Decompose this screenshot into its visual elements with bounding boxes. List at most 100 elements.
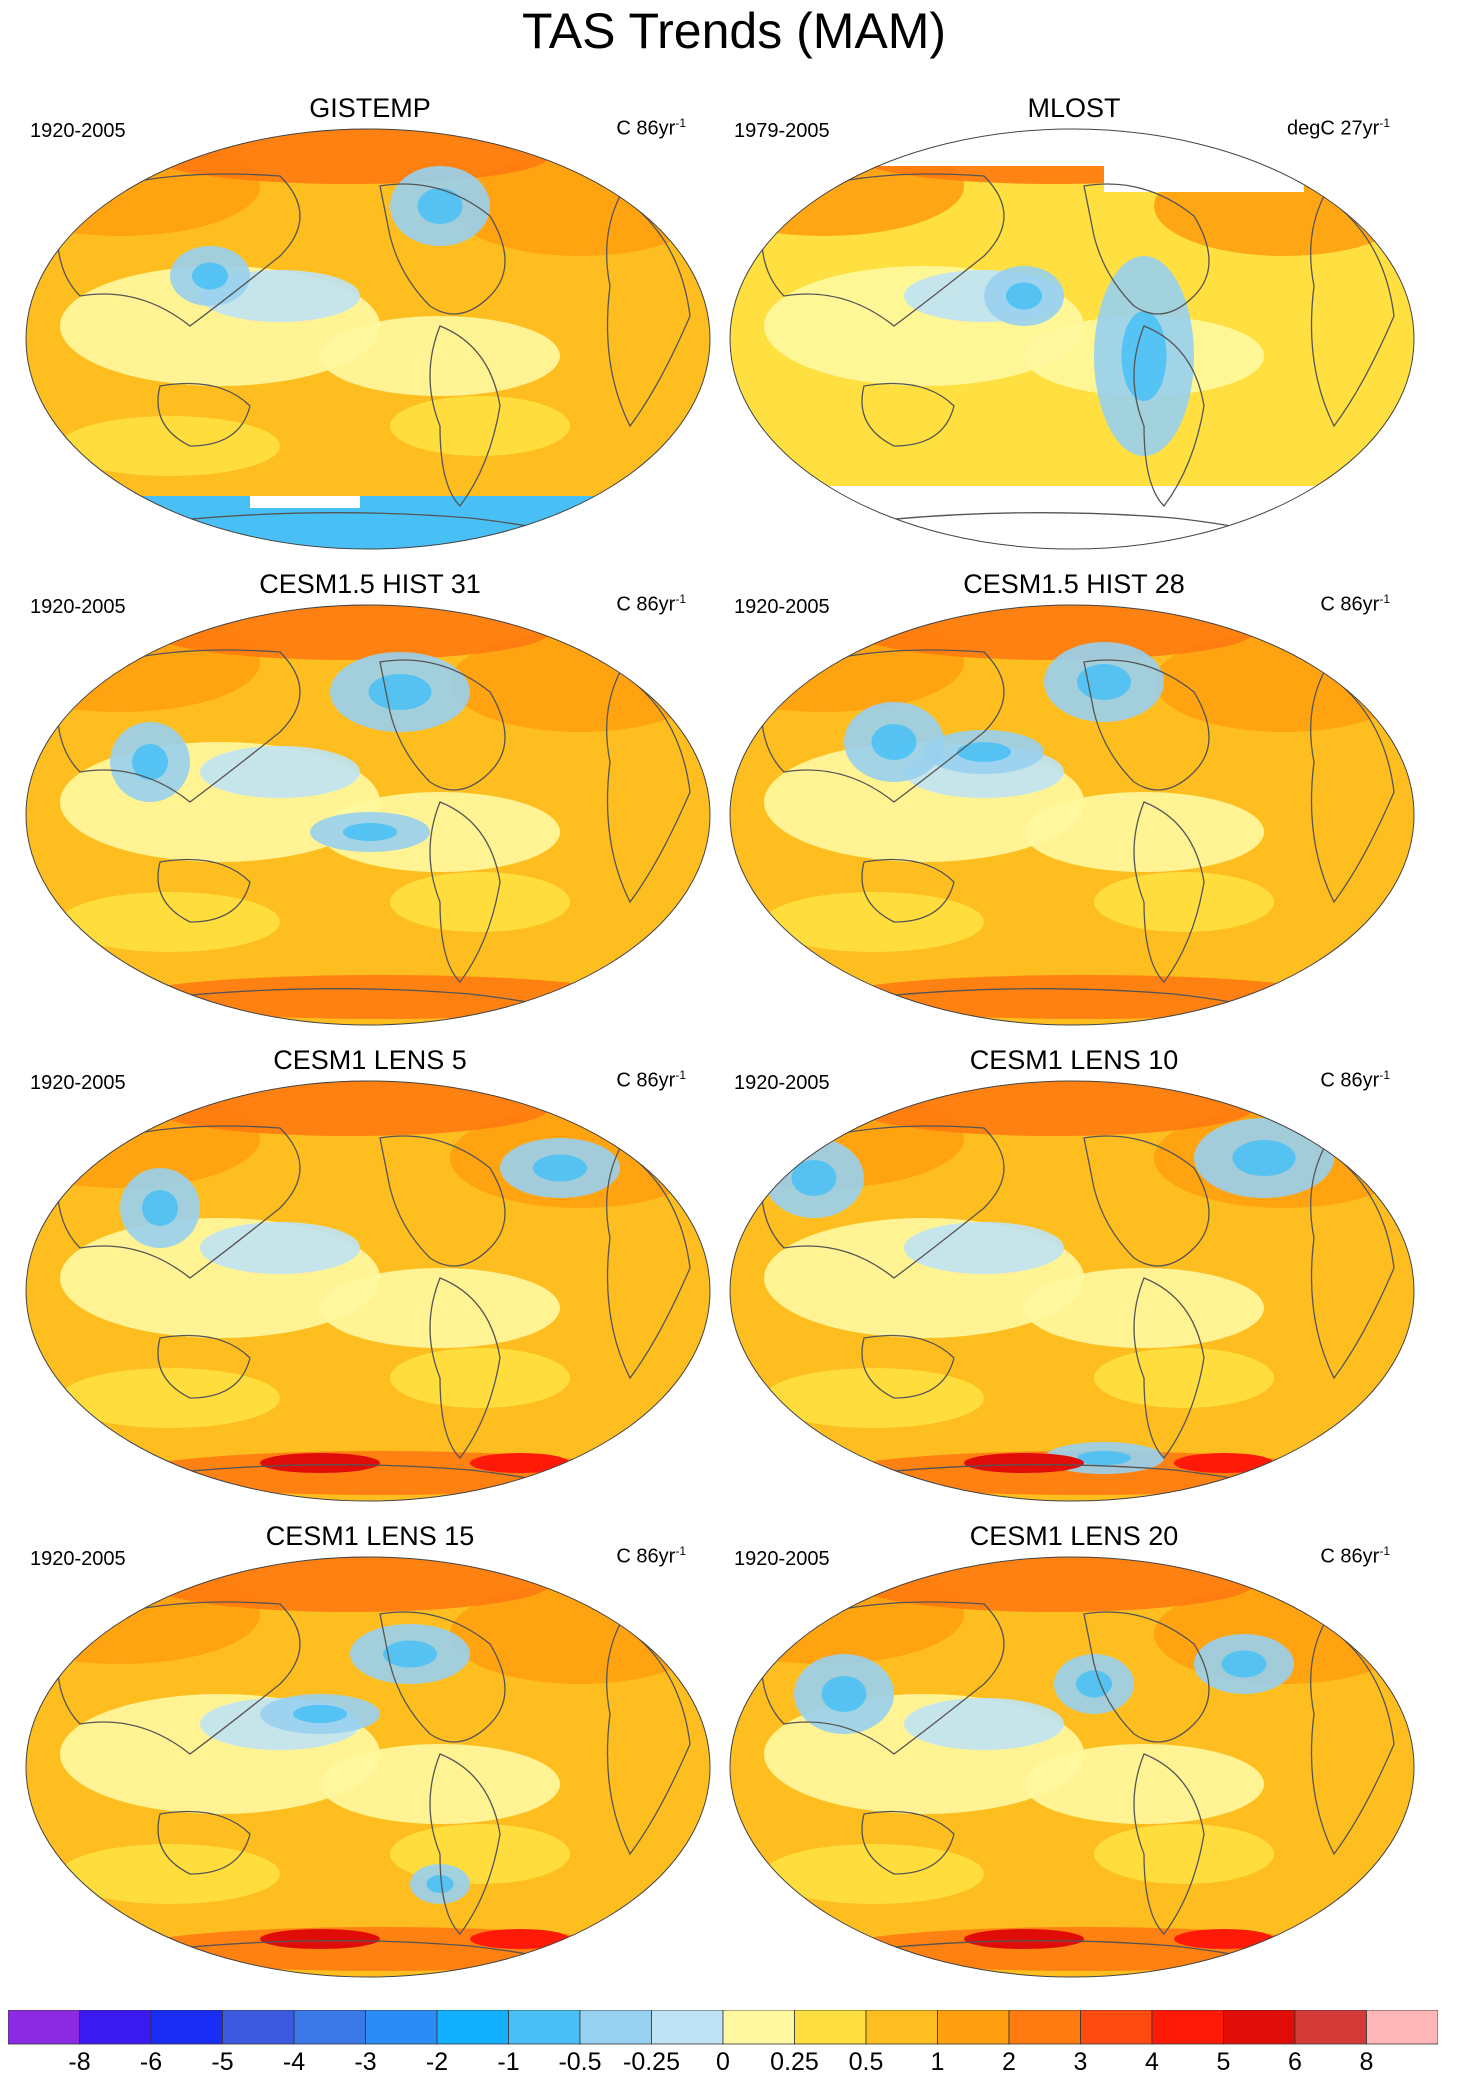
panel-period: 1920-2005 — [30, 596, 126, 618]
colorbar-swatch — [937, 2010, 1010, 2045]
panel-title: CESM1 LENS 10 — [969, 1045, 1179, 1075]
colorbar-tick-label: 0 — [716, 2048, 730, 2076]
panel-units: degC 27yr-1 — [1287, 116, 1390, 141]
colorbar-swatch — [8, 2010, 80, 2045]
panel-units: C 86yr-1 — [616, 592, 686, 617]
map-panel: CESM1 LENS 20 1920-2005 C 86yr-1 — [724, 1520, 1424, 1980]
trend-field — [730, 1081, 1414, 1501]
panel-title: CESM1.5 HIST 31 — [259, 569, 481, 599]
coastlines — [760, 173, 1395, 539]
trend-field — [26, 1557, 710, 1977]
colorbar-swatch — [1151, 2010, 1224, 2045]
world-map — [729, 604, 1415, 1026]
colorbar-swatch — [365, 2010, 438, 2045]
units-text: C 86yr — [1320, 1069, 1380, 1092]
panel-period: 1920-2005 — [30, 120, 126, 142]
world-map — [25, 1080, 711, 1502]
colorbar-swatch — [508, 2010, 581, 2045]
map-panel: MLOST 1979-2005 degC 27yr-1 — [724, 92, 1424, 552]
panel-title: CESM1 LENS 5 — [273, 1045, 467, 1075]
trend-field — [26, 129, 710, 549]
units-exponent: -1 — [675, 1544, 686, 1558]
world-map — [25, 1556, 711, 1978]
units-exponent: -1 — [1379, 592, 1390, 606]
colorbar-tick-label: -8 — [68, 2048, 91, 2076]
units-exponent: -1 — [675, 1068, 686, 1082]
colorbar-tick-label: -0.5 — [558, 2048, 602, 2076]
panel-units: C 86yr-1 — [616, 1544, 686, 1569]
colorbar-swatch — [1294, 2010, 1367, 2045]
colorbar-tick-label: -5 — [211, 2048, 234, 2076]
map-panel: CESM1.5 HIST 28 1920-2005 C 86yr-1 — [724, 568, 1424, 1028]
trend-field — [730, 605, 1414, 1025]
panel-units: C 86yr-1 — [616, 1068, 686, 1093]
map-panel: GISTEMP 1920-2005 C 86yr-1 — [20, 92, 720, 552]
colorbar-swatch — [79, 2010, 152, 2045]
trend-field — [26, 1081, 710, 1501]
world-map — [729, 1080, 1415, 1502]
coastlines — [56, 173, 691, 539]
colorbar-tick-label: -6 — [139, 2048, 163, 2076]
colorbar-swatch — [293, 2010, 366, 2045]
world-map — [729, 128, 1415, 550]
trend-field — [26, 605, 710, 1025]
colorbar-tick-label: 3 — [1073, 2048, 1088, 2076]
trend-field — [730, 129, 1414, 549]
panel-title: CESM1 LENS 20 — [969, 1521, 1179, 1551]
units-text: C 86yr — [616, 1069, 676, 1092]
panel-period: 1920-2005 — [30, 1072, 126, 1094]
world-map — [25, 604, 711, 1026]
world-map — [25, 128, 711, 550]
colorbar-swatch — [150, 2010, 223, 2045]
colorbar-tick-label: 4 — [1145, 2048, 1159, 2076]
panel-title: GISTEMP — [309, 93, 431, 123]
colorbar-swatch — [1080, 2010, 1153, 2045]
colorbar-tick-label: 6 — [1288, 2048, 1302, 2076]
colorbar-swatch — [1008, 2010, 1081, 2045]
colorbar-swatch — [722, 2010, 795, 2045]
map-panel: CESM1 LENS 15 1920-2005 C 86yr-1 — [20, 1520, 720, 1980]
colorbar-swatch — [1223, 2010, 1296, 2045]
units-text: C 86yr — [1320, 1545, 1380, 1568]
panel-units: C 86yr-1 — [1320, 592, 1390, 617]
units-text: degC 27yr — [1287, 117, 1380, 140]
world-map — [729, 1556, 1415, 1978]
coastlines — [760, 1601, 1395, 1967]
panel-period: 1920-2005 — [734, 1072, 830, 1094]
panel-units: C 86yr-1 — [1320, 1544, 1390, 1569]
colorbar-swatch — [436, 2010, 509, 2045]
panel-title: MLOST — [1027, 93, 1121, 123]
map-panel: CESM1 LENS 5 1920-2005 C 86yr-1 — [20, 1044, 720, 1504]
colorbar-tick-label: 5 — [1216, 2048, 1231, 2076]
units-exponent: -1 — [1379, 116, 1390, 130]
units-exponent: -1 — [1379, 1544, 1390, 1558]
colorbar-tick-label: -2 — [425, 2048, 449, 2076]
colorbar-tick-label: -4 — [282, 2048, 306, 2076]
colorbar-swatch — [651, 2010, 724, 2045]
colorbar-tick-label: 8 — [1359, 2048, 1374, 2076]
units-exponent: -1 — [1379, 1068, 1390, 1082]
colorbar-swatch — [865, 2010, 938, 2045]
panel-period: 1920-2005 — [734, 596, 830, 618]
map-panel: CESM1.5 HIST 31 1920-2005 C 86yr-1 — [20, 568, 720, 1028]
colorbar-labels: -8 -6 -5 -4 -3 -2 -1 -0.5 -0.25 0 0.25 0.5 1 2 3 4 5 6 8 — [0, 2048, 1468, 2078]
colorbar-tick-label: 1 — [930, 2048, 945, 2076]
units-text: C 86yr — [616, 593, 676, 616]
trend-field — [730, 1557, 1414, 1977]
units-text: C 86yr — [616, 117, 676, 140]
panel-period: 1920-2005 — [30, 1548, 126, 1570]
panel-title: CESM1 LENS 15 — [265, 1521, 475, 1551]
panel-units: C 86yr-1 — [1320, 1068, 1390, 1093]
panel-units: C 86yr-1 — [616, 116, 686, 141]
colorbar-swatch — [222, 2010, 295, 2045]
panel-period: 1920-2005 — [734, 1548, 830, 1570]
colorbar-tick-label: 0.5 — [848, 2048, 884, 2076]
panel-period: 1979-2005 — [734, 120, 830, 142]
map-panel: CESM1 LENS 10 1920-2005 C 86yr-1 — [724, 1044, 1424, 1504]
colorbar-tick-label: -1 — [497, 2048, 520, 2076]
colorbar-tick-label: -0.25 — [623, 2048, 680, 2076]
units-text: C 86yr — [616, 1545, 676, 1568]
units-exponent: -1 — [675, 116, 686, 130]
colorbar — [8, 2010, 1438, 2045]
units-text: C 86yr — [1320, 593, 1380, 616]
